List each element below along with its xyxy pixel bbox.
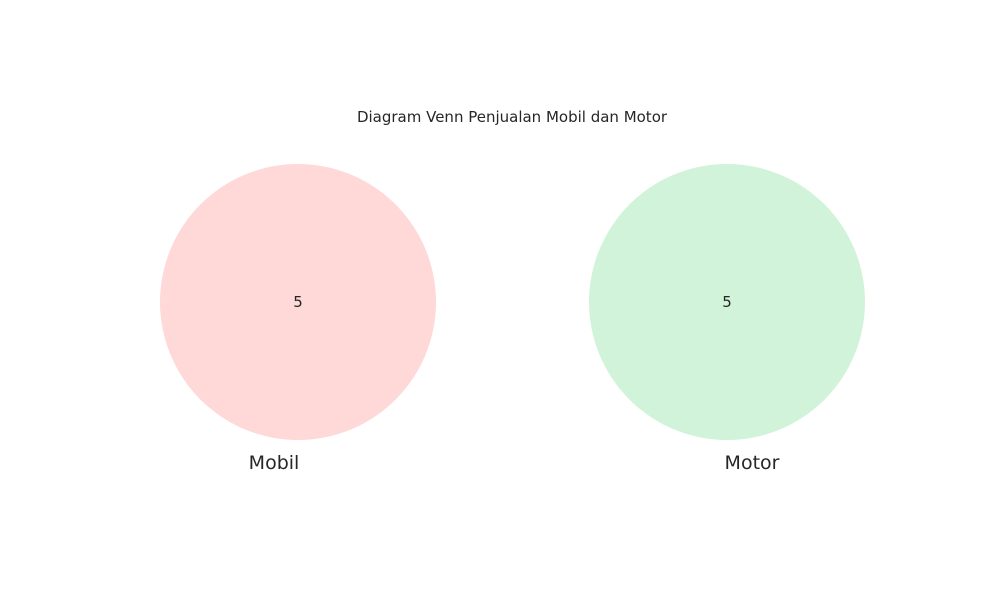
diagram-title: Diagram Venn Penjualan Mobil dan Motor xyxy=(357,108,668,126)
set-label-motor: Motor xyxy=(725,452,780,474)
set-label-mobil: Mobil xyxy=(249,452,300,474)
set-circle-mobil xyxy=(160,164,436,440)
set-count-motor: 5 xyxy=(722,293,732,311)
set-count-mobil: 5 xyxy=(293,293,303,311)
set-circle-motor xyxy=(589,164,865,440)
